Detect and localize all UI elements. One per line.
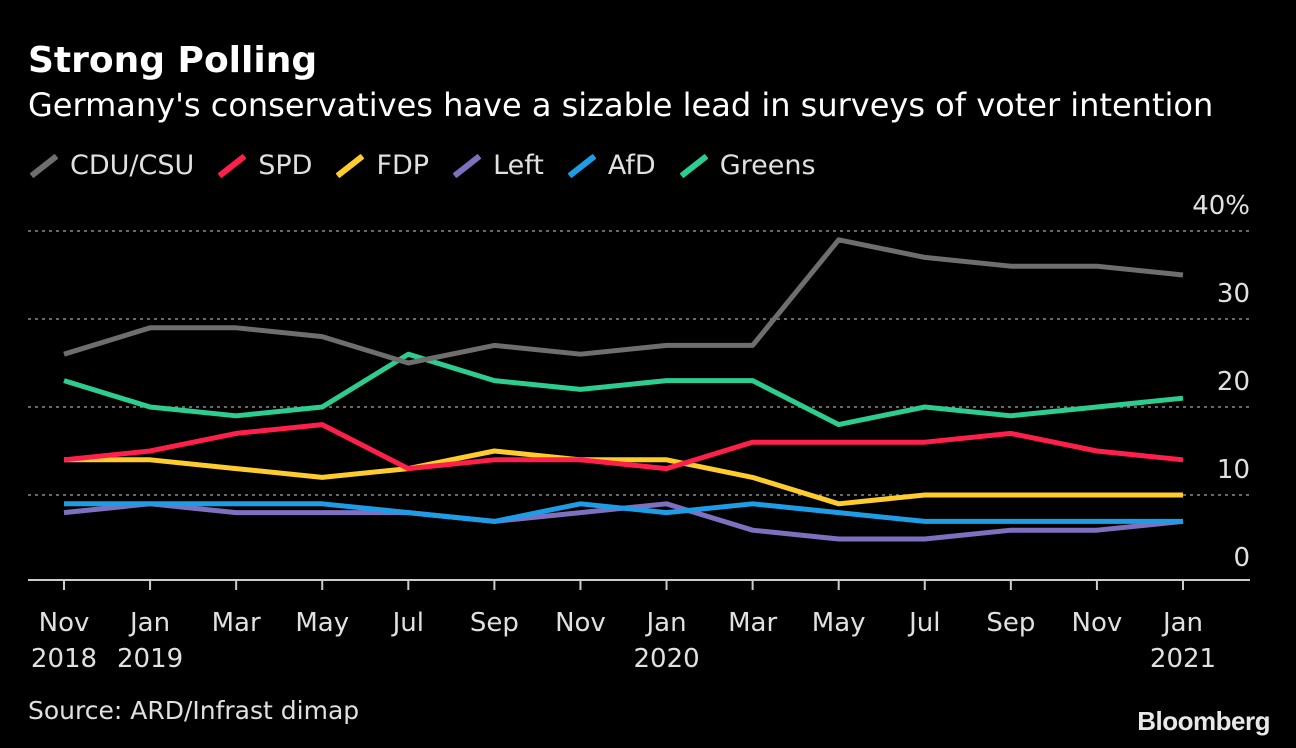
x-tick-label-year: 2019 xyxy=(117,644,183,674)
line-chart: 40% 30 20 10 0 Nov 2018 Jan 2019 Mar May Jul Sep Nov J… xyxy=(28,191,1250,674)
y-tick-label: 30 xyxy=(1217,279,1250,309)
legend-label-fdp: FDP xyxy=(376,150,430,181)
x-tick-label-month: Sep xyxy=(470,608,519,638)
legend-item-cdu-csu: CDU/CSU xyxy=(28,150,194,181)
series-line-fdp xyxy=(64,448,1183,507)
y-tick-label: 0 xyxy=(1233,543,1250,573)
x-tick-label-month: Jul xyxy=(907,608,940,638)
legend-label-spd: SPD xyxy=(258,150,313,181)
x-tick-label-year: 2018 xyxy=(31,644,97,674)
legend-item-greens: Greens xyxy=(678,150,816,181)
x-tick-label-month: Jan xyxy=(644,608,686,638)
legend-item-left: Left xyxy=(451,150,544,181)
x-tick-label-month: Jan xyxy=(128,608,170,638)
x-tick-label-month: Sep xyxy=(986,608,1035,638)
y-tick-label: 40% xyxy=(1192,191,1250,221)
x-tick-label-month: May xyxy=(295,608,349,638)
chart-title: Strong Polling xyxy=(28,40,318,81)
x-tick-label-year: 2020 xyxy=(633,644,699,674)
legend-label-greens: Greens xyxy=(719,150,816,181)
series-line-spd xyxy=(63,422,1184,472)
x-tick-label-year: 2021 xyxy=(1150,644,1216,674)
legend: CDU/CSU SPD FDP Left AfD Greens xyxy=(28,150,838,181)
source-note: Source: ARD/Infrast dimap xyxy=(28,696,360,725)
legend-item-spd: SPD xyxy=(216,150,312,181)
legend-label-afd: AfD xyxy=(607,150,656,181)
series-line-afd xyxy=(64,501,1183,524)
x-tick-label-month: Nov xyxy=(555,608,606,638)
x-tick-label-month: Nov xyxy=(1072,608,1123,638)
y-tick-label: 20 xyxy=(1217,367,1250,397)
legend-label-cdu-csu: CDU/CSU xyxy=(70,150,195,181)
y-tick-label: 10 xyxy=(1217,455,1250,485)
x-tick-label-month: Mar xyxy=(728,608,777,638)
x-tick-label-month: Jan xyxy=(1161,608,1203,638)
legend-item-fdp: FDP xyxy=(334,150,429,181)
bloomberg-logo: Bloomberg xyxy=(1137,706,1270,736)
legend-item-afd: AfD xyxy=(566,150,656,181)
series-line-cdu-csu xyxy=(63,237,1184,366)
legend-label-left: Left xyxy=(493,150,544,181)
series-line-greens xyxy=(63,351,1184,428)
x-tick-label-month: Nov xyxy=(39,608,90,638)
x-tick-label-month: May xyxy=(812,608,866,638)
chart-subtitle: Germany's conservatives have a sizable l… xyxy=(28,86,1214,124)
x-tick-label-month: Mar xyxy=(212,608,261,638)
x-tick-label-month: Jul xyxy=(391,608,424,638)
